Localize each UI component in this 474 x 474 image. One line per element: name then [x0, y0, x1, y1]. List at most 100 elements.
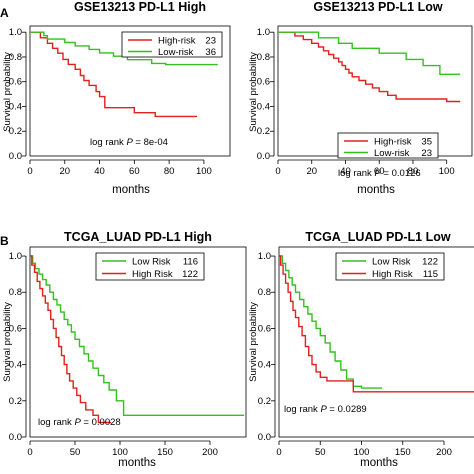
- x-tick-label: 150: [395, 447, 411, 458]
- y-tick-label: 0.0: [9, 432, 22, 443]
- log-rank-annotation: log rank P = 0.0028: [38, 417, 121, 428]
- y-tick-label: 0.8: [258, 287, 271, 298]
- chart-title: TCGA_LUAD PD-L1 High: [64, 230, 212, 244]
- y-tick-label: 0.8: [9, 52, 22, 63]
- x-tick-label: 40: [94, 166, 105, 177]
- legend-count: 115: [423, 269, 438, 280]
- x-tick-label: 20: [306, 166, 317, 177]
- chart-title: GSE13213 PD-L1 High: [74, 0, 206, 14]
- log-rank-annotation: log rank P = 8e-04: [90, 137, 168, 148]
- y-tick-label: 0.0: [257, 151, 270, 162]
- y-tick-label: 0.6: [257, 77, 270, 88]
- legend-count: 23: [205, 36, 216, 47]
- y-tick-label: 0.4: [257, 101, 270, 112]
- survival-curve-high-risk: [278, 31, 461, 103]
- chart-title: GSE13213 PD-L1 Low: [313, 0, 442, 14]
- x-axis-label: months: [118, 457, 156, 469]
- legend-box: [95, 252, 205, 281]
- y-tick-label: 0.2: [9, 396, 22, 407]
- x-tick-label: 100: [439, 166, 455, 177]
- legend-label: Low-risk: [374, 148, 410, 159]
- y-tick-label: 1.0: [9, 251, 22, 262]
- survival-curve-high-risk: [30, 31, 197, 118]
- legend-count: 35: [421, 137, 432, 148]
- y-tick-label: 0.8: [257, 52, 270, 63]
- x-axis-label: months: [112, 184, 150, 196]
- km-panel-1: A GSE13213 PD-L1 High 0.0 0.2 0.4 0.6 0.8 1.0 0 2…: [0, 0, 231, 196]
- legend-count: 36: [205, 47, 216, 58]
- x-tick-label: 100: [196, 166, 212, 177]
- legend-box: [335, 252, 445, 281]
- x-tick-label: 0: [27, 447, 32, 458]
- km-panel-3: B TCGA_LUAD PD-L1 High 0.0 0.2 0.4 0.6 0.8 1.0 0…: [0, 230, 247, 469]
- x-tick-label: 100: [354, 447, 370, 458]
- y-tick-label: 0.6: [9, 77, 22, 88]
- km-panel-4: TCGA_LUAD PD-L1 Low 0.0 0.2 0.4 0.6 0.8 1.0 0 50…: [248, 230, 474, 469]
- survival-curve-low-risk: [30, 31, 218, 66]
- survival-curve-low-risk: [278, 31, 461, 75]
- survival-curve-high-risk: [30, 255, 111, 424]
- plot-frame: [29, 25, 231, 157]
- x-tick-label: 0: [276, 447, 281, 458]
- x-tick-label: 80: [164, 166, 175, 177]
- km-panel-2: GSE13213 PD-L1 Low 0.0 0.2 0.4 0.6 0.8 1.0 0 20 4…: [248, 0, 473, 196]
- legend-label: Low Risk: [372, 257, 411, 268]
- x-tick-label: 60: [374, 166, 385, 177]
- x-tick-label: 40: [340, 166, 351, 177]
- legend-count: 116: [183, 257, 198, 268]
- legend: Low Risk 116 High Risk 122: [95, 252, 205, 281]
- x-tick-label: 200: [202, 447, 218, 458]
- y-tick-label: 0.0: [9, 151, 22, 162]
- x-tick-label: 80: [408, 166, 419, 177]
- y-tick-label: 0.6: [258, 323, 271, 334]
- y-axis-label: Survival probability: [248, 52, 259, 132]
- plot-frame: [278, 246, 474, 438]
- survival-curve-low-risk: [279, 255, 383, 389]
- survival-curve-high-risk: [279, 255, 474, 393]
- y-axis-label: Survival probability: [248, 302, 259, 382]
- y-tick-label: 0.8: [9, 287, 22, 298]
- x-tick-label: 0: [27, 166, 32, 177]
- y-tick-label: 1.0: [257, 27, 270, 38]
- plot-frame: [29, 246, 247, 438]
- legend-label: High-risk: [374, 137, 412, 148]
- legend: High-risk 35 Low-risk 23: [337, 132, 439, 159]
- survival-curve-low-risk: [30, 255, 245, 416]
- y-tick-label: 0.4: [9, 360, 22, 371]
- y-tick-label: 0.6: [9, 323, 22, 334]
- legend: Low Risk 122 High Risk 115: [335, 252, 445, 281]
- log-rank-annotation: log rank P = 0.0289: [284, 404, 367, 415]
- y-tick-label: 0.2: [9, 126, 22, 137]
- x-tick-label: 50: [315, 447, 326, 458]
- legend-count: 23: [421, 148, 432, 159]
- legend-count: 122: [422, 257, 438, 268]
- x-tick-label: 200: [436, 447, 452, 458]
- y-tick-label: 1.0: [9, 27, 22, 38]
- x-tick-label: 60: [129, 166, 140, 177]
- legend-count: 122: [182, 269, 198, 280]
- panel-label: B: [0, 234, 9, 248]
- y-tick-label: 0.2: [257, 126, 270, 137]
- y-tick-label: 0.4: [258, 360, 271, 371]
- legend: High-risk 23 Low-risk 36: [121, 31, 223, 58]
- panel-label: A: [0, 6, 9, 20]
- x-axis-label: months: [360, 457, 398, 469]
- y-tick-label: 0.0: [258, 432, 271, 443]
- legend-label: High-risk: [158, 36, 196, 47]
- y-tick-label: 0.2: [258, 396, 271, 407]
- y-axis-label: Survival probability: [2, 302, 13, 382]
- y-tick-label: 0.4: [9, 101, 22, 112]
- x-tick-label: 150: [157, 447, 173, 458]
- legend-label: High Risk: [132, 269, 173, 280]
- y-tick-label: 1.0: [258, 251, 271, 262]
- legend-box: [337, 132, 439, 159]
- legend-label: Low Risk: [132, 257, 171, 268]
- x-tick-label: 50: [70, 447, 81, 458]
- x-tick-label: 100: [112, 447, 128, 458]
- legend-box: [121, 31, 223, 58]
- x-tick-label: 20: [59, 166, 70, 177]
- log-rank-annotation: log rank P = 0.0126: [338, 168, 421, 179]
- x-axis-label: months: [357, 184, 395, 196]
- legend-label: Low-risk: [158, 47, 194, 58]
